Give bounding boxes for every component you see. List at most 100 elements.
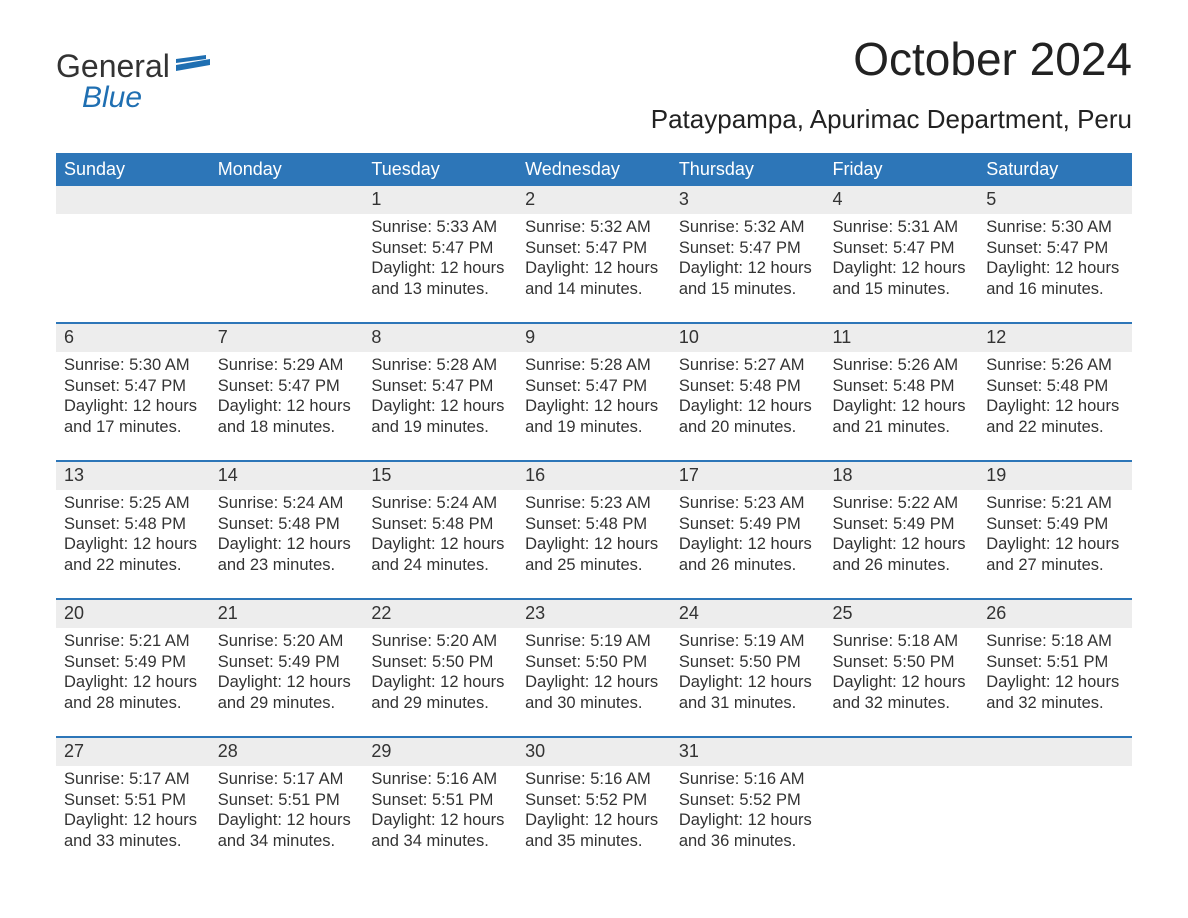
day-cell: Sunrise: 5:17 AMSunset: 5:51 PMDaylight:…: [210, 766, 364, 874]
daylight-text-line2: and 24 minutes.: [371, 555, 509, 576]
daylight-text-line1: Daylight: 12 hours: [679, 672, 817, 693]
sunrise-text: Sunrise: 5:22 AM: [833, 493, 971, 514]
day-cell: Sunrise: 5:16 AMSunset: 5:52 PMDaylight:…: [517, 766, 671, 874]
day-cell: Sunrise: 5:29 AMSunset: 5:47 PMDaylight:…: [210, 352, 364, 460]
sunset-text: Sunset: 5:47 PM: [64, 376, 202, 397]
calendar-header-row: Sunday Monday Tuesday Wednesday Thursday…: [56, 153, 1132, 186]
sunset-text: Sunset: 5:49 PM: [986, 514, 1124, 535]
sunrise-text: Sunrise: 5:27 AM: [679, 355, 817, 376]
daylight-text-line1: Daylight: 12 hours: [371, 672, 509, 693]
sunrise-text: Sunrise: 5:29 AM: [218, 355, 356, 376]
day-number: 4: [825, 186, 979, 214]
daylight-text-line1: Daylight: 12 hours: [218, 534, 356, 555]
daylight-text-line1: Daylight: 12 hours: [64, 810, 202, 831]
day-cell: Sunrise: 5:26 AMSunset: 5:48 PMDaylight:…: [825, 352, 979, 460]
day-cell: Sunrise: 5:31 AMSunset: 5:47 PMDaylight:…: [825, 214, 979, 322]
day-number: [978, 738, 1132, 766]
daylight-text-line2: and 21 minutes.: [833, 417, 971, 438]
daylight-text-line2: and 29 minutes.: [371, 693, 509, 714]
sunset-text: Sunset: 5:47 PM: [525, 238, 663, 259]
header: General Blue October 2024 Pataypampa, Ap…: [0, 20, 1188, 153]
logo: General Blue: [56, 48, 210, 115]
daylight-text-line2: and 35 minutes.: [525, 831, 663, 852]
day-number: 19: [978, 462, 1132, 490]
day-number: 26: [978, 600, 1132, 628]
daylight-text-line2: and 36 minutes.: [679, 831, 817, 852]
day-number: 1: [363, 186, 517, 214]
sunrise-text: Sunrise: 5:19 AM: [679, 631, 817, 652]
daylight-text-line1: Daylight: 12 hours: [679, 396, 817, 417]
day-cell: Sunrise: 5:18 AMSunset: 5:50 PMDaylight:…: [825, 628, 979, 736]
daylight-text-line1: Daylight: 12 hours: [371, 534, 509, 555]
sunrise-text: Sunrise: 5:33 AM: [371, 217, 509, 238]
day-number: [825, 738, 979, 766]
sunrise-text: Sunrise: 5:25 AM: [64, 493, 202, 514]
daylight-text-line2: and 19 minutes.: [371, 417, 509, 438]
sunrise-text: Sunrise: 5:30 AM: [64, 355, 202, 376]
calendar-table: Sunday Monday Tuesday Wednesday Thursday…: [56, 153, 1132, 874]
sunrise-text: Sunrise: 5:17 AM: [64, 769, 202, 790]
day-cell: Sunrise: 5:22 AMSunset: 5:49 PMDaylight:…: [825, 490, 979, 598]
sunrise-text: Sunrise: 5:26 AM: [833, 355, 971, 376]
day-number: 28: [210, 738, 364, 766]
daylight-text-line2: and 26 minutes.: [679, 555, 817, 576]
day-number: 7: [210, 324, 364, 352]
day-number: 22: [363, 600, 517, 628]
day-cell: Sunrise: 5:30 AMSunset: 5:47 PMDaylight:…: [56, 352, 210, 460]
day-cell: Sunrise: 5:21 AMSunset: 5:49 PMDaylight:…: [56, 628, 210, 736]
sunset-text: Sunset: 5:49 PM: [218, 652, 356, 673]
day-number-row: 20212223242526: [56, 600, 1132, 628]
daylight-text-line1: Daylight: 12 hours: [525, 396, 663, 417]
day-cell: [56, 214, 210, 322]
daylight-text-line2: and 18 minutes.: [218, 417, 356, 438]
sunset-text: Sunset: 5:49 PM: [679, 514, 817, 535]
day-cell: Sunrise: 5:25 AMSunset: 5:48 PMDaylight:…: [56, 490, 210, 598]
daylight-text-line2: and 25 minutes.: [525, 555, 663, 576]
daylight-text-line2: and 20 minutes.: [679, 417, 817, 438]
day-header: Saturday: [978, 153, 1132, 186]
day-header: Friday: [825, 153, 979, 186]
sunset-text: Sunset: 5:48 PM: [986, 376, 1124, 397]
daylight-text-line2: and 29 minutes.: [218, 693, 356, 714]
sunset-text: Sunset: 5:48 PM: [833, 376, 971, 397]
day-cell: Sunrise: 5:16 AMSunset: 5:51 PMDaylight:…: [363, 766, 517, 874]
sunrise-text: Sunrise: 5:17 AM: [218, 769, 356, 790]
logo-flag-icon: [176, 55, 210, 77]
sunrise-text: Sunrise: 5:32 AM: [525, 217, 663, 238]
daylight-text-line1: Daylight: 12 hours: [986, 672, 1124, 693]
sunrise-text: Sunrise: 5:21 AM: [986, 493, 1124, 514]
daylight-text-line1: Daylight: 12 hours: [371, 810, 509, 831]
day-number: 6: [56, 324, 210, 352]
daylight-text-line2: and 17 minutes.: [64, 417, 202, 438]
sunset-text: Sunset: 5:48 PM: [218, 514, 356, 535]
sunset-text: Sunset: 5:50 PM: [525, 652, 663, 673]
sunrise-text: Sunrise: 5:28 AM: [525, 355, 663, 376]
day-number-row: 6789101112: [56, 324, 1132, 352]
daylight-text-line1: Daylight: 12 hours: [833, 672, 971, 693]
day-number: 8: [363, 324, 517, 352]
daylight-text-line1: Daylight: 12 hours: [525, 534, 663, 555]
sunset-text: Sunset: 5:48 PM: [64, 514, 202, 535]
daylight-text-line1: Daylight: 12 hours: [525, 258, 663, 279]
day-header: Thursday: [671, 153, 825, 186]
day-cell: [825, 766, 979, 874]
daylight-text-line2: and 33 minutes.: [64, 831, 202, 852]
sunrise-text: Sunrise: 5:20 AM: [371, 631, 509, 652]
day-number-row: 13141516171819: [56, 462, 1132, 490]
daylight-text-line2: and 27 minutes.: [986, 555, 1124, 576]
logo-word-blue: Blue: [82, 81, 210, 115]
day-number: [210, 186, 364, 214]
day-number: 15: [363, 462, 517, 490]
sunset-text: Sunset: 5:52 PM: [679, 790, 817, 811]
day-header: Wednesday: [517, 153, 671, 186]
day-body-row: Sunrise: 5:30 AMSunset: 5:47 PM Daylight:…: [56, 352, 1132, 460]
sunrise-text: Sunrise: 5:30 AM: [986, 217, 1124, 238]
sunset-text: Sunset: 5:51 PM: [64, 790, 202, 811]
day-number-row: 2728293031: [56, 738, 1132, 766]
daylight-text-line2: and 15 minutes.: [679, 279, 817, 300]
location: Pataypampa, Apurimac Department, Peru: [651, 104, 1132, 135]
day-cell: Sunrise: 5:24 AMSunset: 5:48 PMDaylight:…: [210, 490, 364, 598]
daylight-text-line1: Daylight: 12 hours: [371, 258, 509, 279]
day-cell: Sunrise: 5:33 AMSunset: 5:47 PMDaylight:…: [363, 214, 517, 322]
day-body-row: Sunrise: 5:33 AMSunset: 5:47 PMDaylight:…: [56, 214, 1132, 322]
